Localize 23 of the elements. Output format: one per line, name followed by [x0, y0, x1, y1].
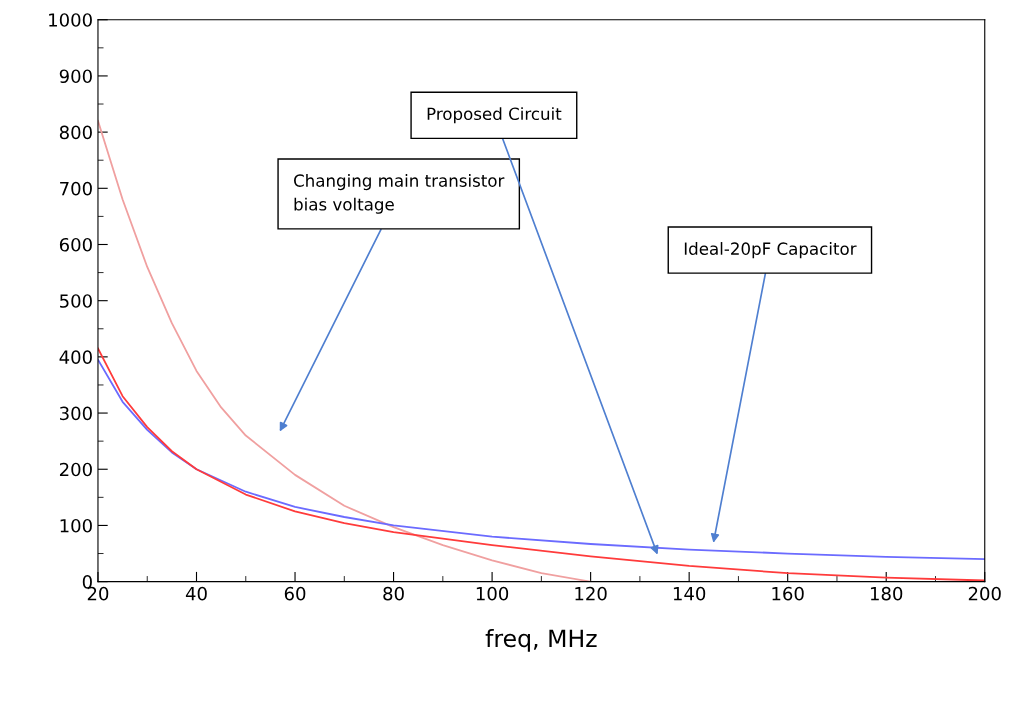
annotation: Ideal-20pF Capacitor	[684, 242, 857, 259]
x-tick-label: 160	[772, 586, 804, 601]
y-tick-label: 600	[59, 237, 92, 252]
x-tick-label: 200	[968, 586, 1001, 601]
x-tick-label: 80	[383, 586, 404, 601]
y-tick-label: 700	[60, 181, 92, 196]
y-tick-label: 400	[59, 350, 92, 364]
y-tick-label: 300	[60, 406, 92, 421]
annotation: Changing main transistor bias voltage	[294, 173, 505, 214]
x-tick-label: 40	[185, 586, 207, 601]
y-tick-label: 200	[59, 462, 92, 477]
x-tick-label: 120	[575, 586, 607, 601]
y-tick-label: 500	[60, 294, 92, 308]
x-tick-label: 100	[476, 586, 509, 601]
y-tick-label: 1000	[49, 13, 92, 27]
x-tick-label: 140	[673, 586, 706, 601]
x-tick-label: 180	[870, 586, 903, 601]
annotation: Proposed Circuit	[427, 107, 562, 124]
y-tick-label: 900	[59, 69, 92, 84]
y-tick-label: 800	[59, 125, 92, 140]
x-axis-title: freq, MHz	[485, 628, 597, 652]
x-tick-label: 60	[284, 586, 306, 601]
y-tick-label: 100	[60, 518, 92, 533]
